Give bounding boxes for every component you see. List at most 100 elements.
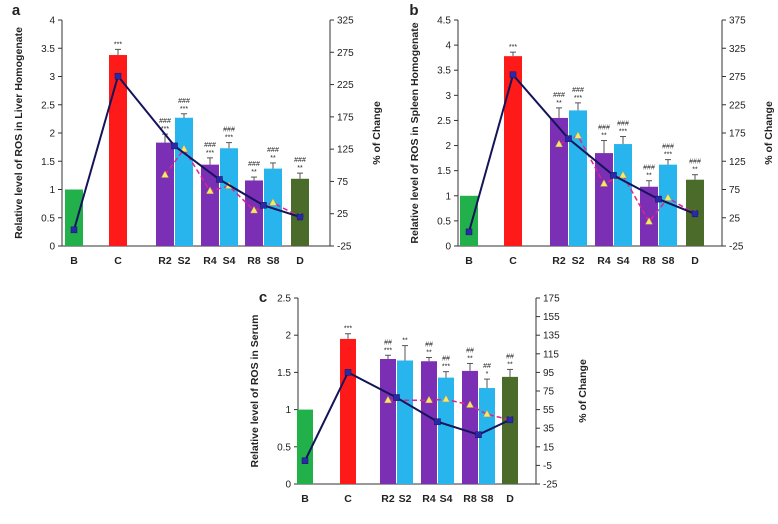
line-dashed-marker (161, 170, 169, 178)
significance-mark: ## (425, 342, 433, 349)
y2-tick-label: 225 (729, 100, 746, 111)
significance-mark: ** (556, 100, 562, 107)
bar-S2 (397, 360, 413, 484)
y2-tick-label: 75 (543, 387, 555, 398)
panel-c: c 0 0.5 1 1.5 2 2.5 -25 -5 15 35 55 75 95 115 135 155 175… (249, 289, 589, 505)
significance-mark: ### (223, 127, 235, 134)
significance-mark: ** (601, 133, 607, 140)
line-solid-marker (506, 416, 514, 424)
significance-mark: ## (384, 339, 392, 346)
y2-tick-label: 15 (543, 442, 555, 453)
line-dashed-marker (466, 400, 474, 408)
line-solid-marker (475, 431, 482, 438)
significance-mark: ### (553, 92, 565, 99)
significance-mark: ** (251, 169, 257, 176)
bar-B (297, 409, 313, 484)
y-tick-label: 3 (445, 91, 451, 102)
y2-axis-title: % of Change (763, 101, 775, 165)
line-solid-marker (434, 418, 441, 425)
bar-S4 (614, 144, 632, 246)
bar-R8 (462, 370, 478, 484)
x-tick-label: R4 (597, 255, 611, 267)
significance-mark: ** (692, 167, 698, 174)
significance-mark: ** (297, 165, 303, 172)
line-solid-marker (691, 210, 699, 218)
y2-tick-label: 375 (729, 16, 746, 27)
panel-label: c (259, 289, 267, 306)
significance-mark: *** (619, 129, 627, 136)
significance-mark: ### (617, 121, 629, 128)
line-dashed-marker (555, 139, 563, 148)
y2-tick-label: 225 (337, 80, 354, 91)
significance-mark: *** (225, 135, 233, 142)
y2-tick-label: 115 (543, 349, 559, 360)
significance-mark: ### (662, 144, 674, 151)
x-tick-label: R4 (203, 255, 217, 267)
significance-mark: ### (204, 142, 216, 149)
line-solid-marker (610, 172, 617, 179)
x-tick-label: R8 (247, 255, 261, 267)
y-tick-label: 2.5 (41, 100, 55, 111)
x-tick-label: S4 (223, 255, 236, 267)
y-axis-title: Relative level of ROS in Serum (249, 315, 261, 468)
y-tick-label: 0.5 (41, 213, 55, 224)
x-tick-label: D (506, 493, 514, 505)
significance-mark: ** (402, 338, 408, 345)
significance-mark: ** (426, 350, 432, 357)
significance-mark: *** (206, 150, 214, 157)
y-tick-label: 3 (49, 72, 55, 83)
y-tick-label: 0 (445, 242, 451, 253)
y2-tick-label: 155 (543, 312, 560, 323)
y-tick-label: 1.5 (41, 157, 55, 168)
y2-tick-label: 95 (543, 368, 555, 379)
y2-tick-label: 55 (543, 405, 555, 416)
line-solid-marker (465, 228, 473, 236)
significance-mark: ### (294, 157, 306, 164)
x-tick-label: S8 (481, 493, 494, 505)
bar-B (460, 195, 478, 246)
y2-tick-label: 175 (543, 294, 560, 305)
line-dashed-marker (442, 394, 450, 403)
y2-tick-label: 275 (337, 48, 354, 59)
significance-mark: ### (643, 165, 655, 172)
significance-mark: ## (483, 363, 491, 370)
panel-label: a (12, 2, 21, 19)
y-tick-label: 0.5 (437, 216, 451, 227)
x-tick-label: B (70, 255, 78, 267)
bar-D (502, 376, 518, 484)
y-tick-label: 4.5 (437, 16, 451, 27)
significance-mark: ### (598, 125, 610, 132)
line-dashed-marker (619, 170, 627, 179)
y-tick-label: 2 (285, 331, 291, 342)
y2-tick-label: 35 (543, 424, 555, 435)
line-solid (468, 72, 696, 233)
line-solid-marker (70, 226, 78, 234)
y-tick-label: 0 (49, 242, 55, 253)
y2-axis-title: % of Change (371, 101, 383, 165)
x-tick-label: C (114, 255, 122, 267)
significance-mark: ### (178, 98, 190, 105)
significance-mark: *** (574, 95, 582, 102)
x-tick-label: S8 (662, 255, 675, 267)
y-tick-label: 2 (445, 141, 451, 152)
y2-tick-label: -25 (543, 480, 558, 491)
y-tick-label: 0.5 (277, 442, 291, 453)
x-tick-label: C (509, 255, 517, 267)
y2-tick-label: 175 (729, 129, 746, 140)
line-dashed-marker (664, 193, 672, 201)
x-tick-label: S8 (267, 255, 280, 267)
line-dashed-marker (250, 205, 258, 214)
y-tick-label: 4 (49, 16, 55, 27)
x-tick-label: S4 (617, 255, 630, 267)
significance-mark: ** (646, 173, 652, 180)
x-tick-label: D (296, 255, 304, 267)
y2-tick-label: 75 (337, 177, 349, 188)
y-tick-label: 1 (285, 405, 291, 416)
y2-tick-label: 125 (729, 157, 746, 168)
significance-mark: ## (466, 347, 474, 354)
y-tick-label: 1 (445, 191, 451, 202)
line-dashed-marker (206, 186, 214, 194)
line-solid-marker (114, 72, 122, 80)
line-solid (304, 371, 511, 462)
y-axis-title: Relative level of ROS in Liver Homogenat… (13, 27, 25, 239)
